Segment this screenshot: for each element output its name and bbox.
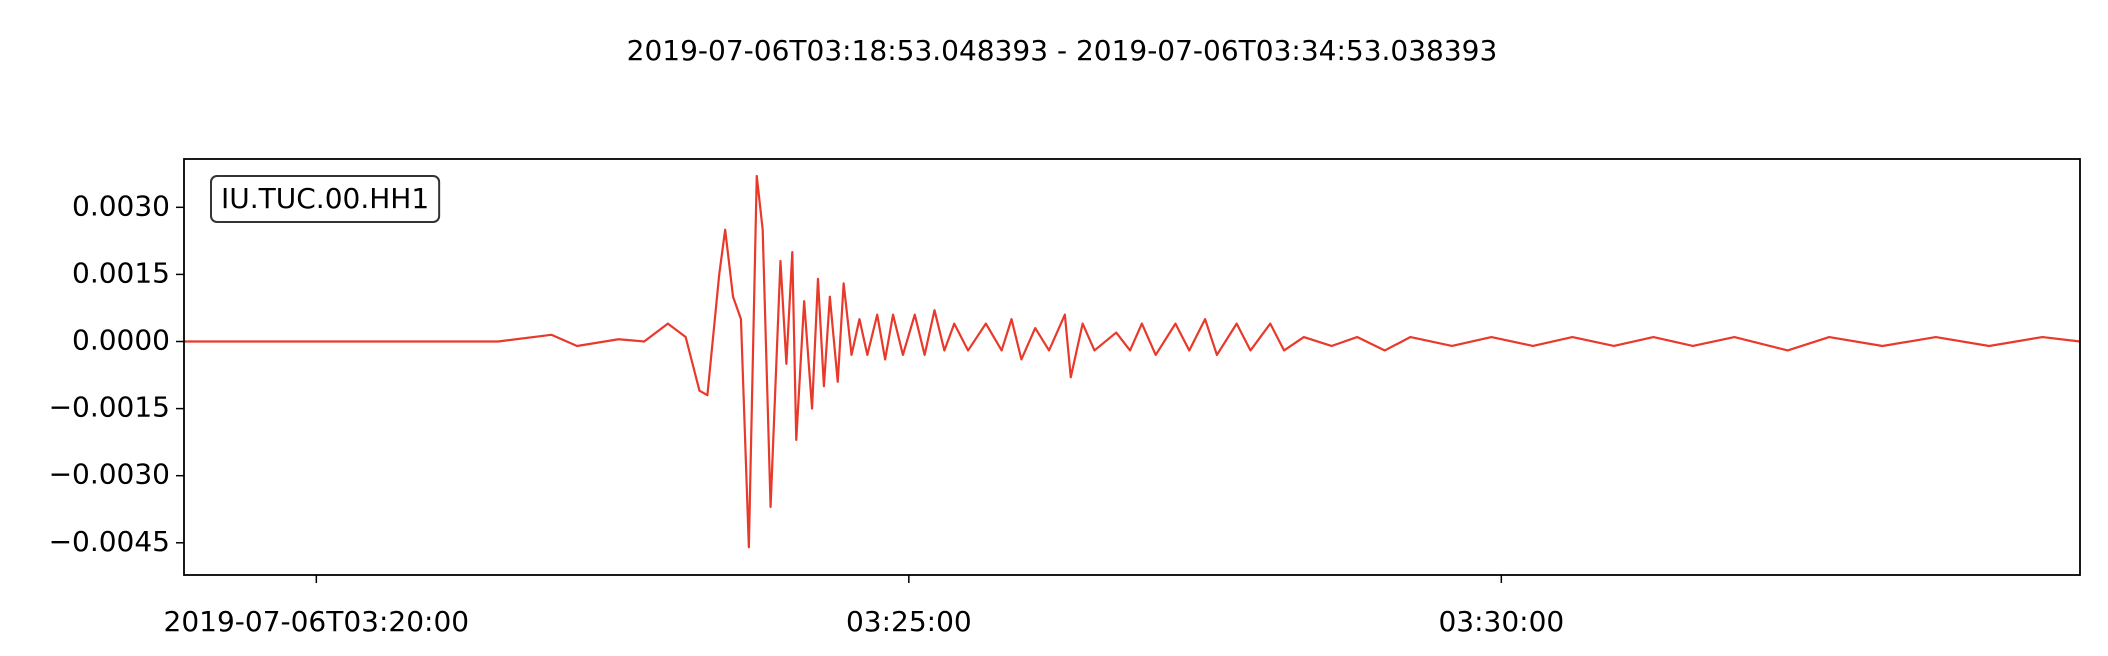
y-tick-label: −0.0045 [49, 525, 170, 558]
plot-frame [183, 158, 2081, 576]
y-tick-label: 0.0030 [72, 189, 170, 222]
chart-title: 2019-07-06T03:18:53.048393 - 2019-07-06T… [627, 34, 1498, 67]
x-tick-label: 03:25:00 [846, 605, 972, 638]
y-tick-label: −0.0015 [49, 391, 170, 424]
y-tick-label: 0.0000 [72, 324, 170, 357]
y-tick-label: −0.0030 [49, 458, 170, 491]
legend-box [210, 175, 441, 223]
trace-line [184, 174, 2081, 549]
x-tick-label: 03:30:00 [1438, 605, 1564, 638]
x-tick-label: 2019-07-06T03:20:00 [164, 605, 470, 638]
y-tick-label: 0.0015 [72, 256, 170, 289]
legend-label: IU.TUC.00.HH1 [221, 182, 429, 215]
